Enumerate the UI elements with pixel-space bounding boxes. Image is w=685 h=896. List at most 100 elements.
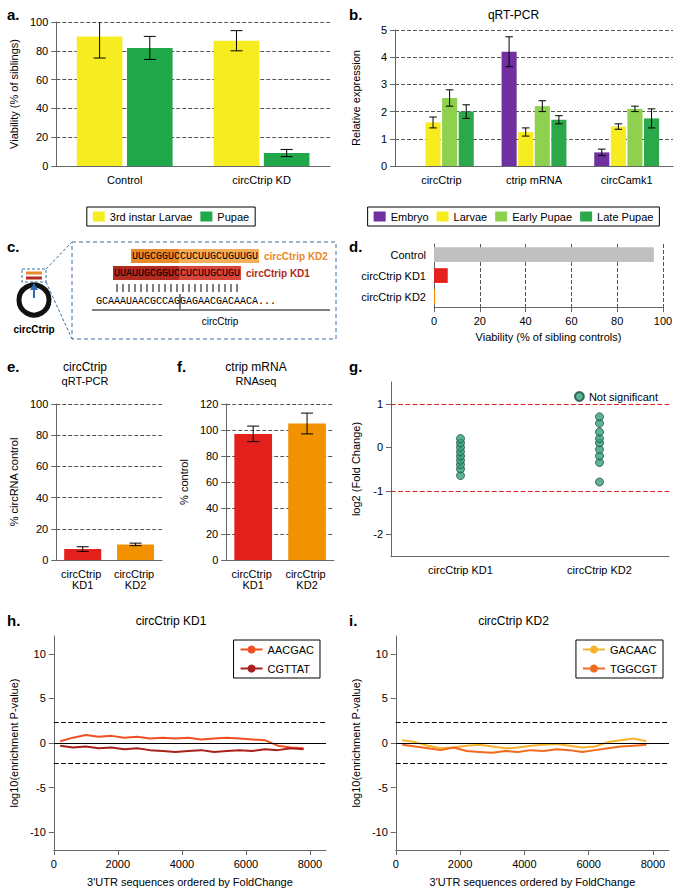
svg-text:5: 5 [381,24,387,36]
svg-text:% circRNA control: % circRNA control [8,438,20,527]
svg-text:log10(enrichment P-value): log10(enrichment P-value) [350,678,362,807]
svg-text:40: 40 [36,492,48,504]
svg-text:6000: 6000 [234,858,258,870]
svg-text:KD2: KD2 [125,579,146,591]
svg-text:-2: -2 [373,528,383,540]
svg-text:0: 0 [393,858,399,870]
svg-text:circCtrip KD1: circCtrip KD1 [246,268,310,279]
svg-text:TGGCGT: TGGCGT [610,663,657,675]
svg-text:40: 40 [36,102,48,114]
svg-text:1: 1 [381,133,387,145]
svg-text:circCtrip KD2: circCtrip KD2 [361,291,426,303]
svg-text:0: 0 [377,441,383,453]
svg-text:circCamk1: circCamk1 [601,174,653,186]
svg-text:3'UTR sequences ordered by Fol: 3'UTR sequences ordered by FoldChange [87,876,293,888]
svg-text:CUCUUGCUGUUGU: CUCUUGCUGUUGU [180,251,258,262]
svg-text:-1: -1 [373,485,383,497]
svg-text:8000: 8000 [641,858,665,870]
svg-text:h.: h. [7,612,20,629]
svg-text:Control: Control [107,174,142,186]
svg-text:CUCUUGCUGU: CUCUUGCUGU [180,268,240,279]
svg-text:circCtrip: circCtrip [202,316,239,327]
svg-text:60: 60 [36,460,48,472]
svg-text:KD1: KD1 [72,579,93,591]
svg-text:g.: g. [349,358,362,375]
svg-text:60: 60 [206,476,218,488]
svg-text:10: 10 [376,648,388,660]
svg-text:10: 10 [34,648,46,660]
svg-text:Relative expression: Relative expression [350,50,362,146]
svg-text:RNAseq: RNAseq [236,375,277,387]
svg-text:Not significant: Not significant [589,391,658,403]
svg-text:Pupae: Pupae [217,211,249,223]
svg-text:0: 0 [42,554,48,566]
svg-text:5: 5 [382,692,388,704]
svg-text:circCtrip KD2: circCtrip KD2 [478,614,549,628]
svg-text:60: 60 [36,74,48,86]
svg-text:3rd instar Larvae: 3rd instar Larvae [110,211,193,223]
svg-text:0: 0 [382,737,388,749]
svg-text:20: 20 [36,523,48,535]
svg-text:i.: i. [349,612,357,629]
svg-text:circCtrip KD2: circCtrip KD2 [567,564,632,576]
svg-text:circCtrip KD2: circCtrip KD2 [264,251,328,262]
svg-text:0: 0 [431,315,437,327]
svg-text:80: 80 [206,450,218,462]
svg-text:circCtrip KD1: circCtrip KD1 [428,564,493,576]
svg-text:20: 20 [206,528,218,540]
svg-text:ctrip mRNA: ctrip mRNA [506,174,563,186]
svg-text:qRT-PCR: qRT-PCR [488,8,539,22]
svg-text:3'UTR sequences ordered by Fol: 3'UTR sequences ordered by FoldChange [430,876,636,888]
svg-text:qRT-PCR: qRT-PCR [62,375,109,387]
svg-text:% control: % control [178,459,190,505]
svg-text:20: 20 [36,131,48,143]
svg-text:circCtrip KD: circCtrip KD [232,174,291,186]
svg-text:KD2: KD2 [296,579,317,591]
svg-text:a.: a. [7,6,20,23]
svg-text:CGTTAT: CGTTAT [268,663,311,675]
svg-text:Viability (% of siblings): Viability (% of siblings) [8,39,20,149]
svg-text:Early Pupae: Early Pupae [512,211,572,223]
svg-text:Larvae: Larvae [454,211,488,223]
svg-text:5: 5 [40,692,46,704]
svg-text:circCtrip KD1: circCtrip KD1 [136,614,207,628]
svg-text:c.: c. [7,238,20,255]
svg-text:circCtrip: circCtrip [63,360,107,374]
svg-text:Control: Control [391,249,426,261]
svg-text:2000: 2000 [106,858,130,870]
svg-text:4: 4 [381,51,387,63]
svg-text:UUGCGGUC: UUGCGGUC [132,251,180,262]
svg-text:40: 40 [206,502,218,514]
svg-text:3: 3 [381,78,387,90]
svg-text:-10: -10 [30,826,46,838]
svg-text:4000: 4000 [170,858,194,870]
svg-text:d.: d. [349,238,362,255]
svg-text:-5: -5 [36,782,46,794]
svg-text:f.: f. [177,358,186,375]
svg-text:0: 0 [51,858,57,870]
svg-text:ctrip mRNA: ctrip mRNA [225,360,286,374]
svg-text:circCtrip: circCtrip [421,174,461,186]
svg-text:GAGAACGACAACA...: GAGAACGACAACA... [180,296,276,307]
svg-text:Viability (% of sibling contro: Viability (% of sibling controls) [476,331,622,343]
svg-text:GCAAAUAACGCCAG: GCAAAUAACGCCAG [96,296,180,307]
svg-text:e.: e. [7,358,20,375]
svg-text:8000: 8000 [298,858,322,870]
svg-text:4000: 4000 [512,858,536,870]
svg-text:circCtrip: circCtrip [13,324,54,335]
svg-text:2: 2 [381,106,387,118]
svg-text:100: 100 [200,424,218,436]
svg-text:log2 (Fold Change): log2 (Fold Change) [350,422,362,516]
svg-text:20: 20 [474,315,486,327]
svg-text:b.: b. [349,6,362,23]
svg-text:100: 100 [654,315,672,327]
svg-text:log10(enrichment P-value): log10(enrichment P-value) [8,678,20,807]
svg-text:1: 1 [377,398,383,410]
svg-text:AACGAC: AACGAC [268,644,315,656]
svg-text:circCtrip KD1: circCtrip KD1 [361,270,426,282]
svg-text:40: 40 [519,315,531,327]
svg-text:-5: -5 [378,782,388,794]
svg-text:80: 80 [36,429,48,441]
svg-text:Embryo: Embryo [391,211,429,223]
svg-text:100: 100 [30,16,48,28]
